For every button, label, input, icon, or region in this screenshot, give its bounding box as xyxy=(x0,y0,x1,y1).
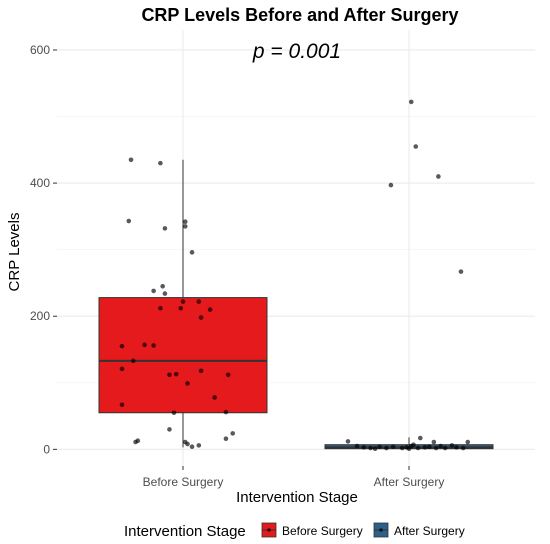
data-point xyxy=(196,299,202,304)
legend-entry-label: Before Surgery xyxy=(282,524,363,538)
x-tick-label: After Surgery xyxy=(374,475,445,489)
data-point xyxy=(160,283,165,289)
data-point xyxy=(167,372,172,378)
jitter-points xyxy=(119,99,471,451)
legend-entry-label: After Surgery xyxy=(394,524,465,538)
data-point xyxy=(189,444,195,449)
data-point xyxy=(442,445,448,451)
data-point xyxy=(399,445,405,451)
data-point xyxy=(212,395,217,400)
chart-title: CRP Levels Before and After Surgery xyxy=(141,5,458,25)
y-tick-label: 400 xyxy=(30,176,50,190)
data-point xyxy=(460,445,466,451)
data-point xyxy=(185,381,190,386)
data-point xyxy=(368,445,373,451)
data-point xyxy=(151,288,156,294)
data-point xyxy=(345,439,351,444)
data-point xyxy=(427,444,432,449)
data-point xyxy=(431,439,437,445)
data-point xyxy=(119,402,125,408)
legend-title: Intervention Stage xyxy=(124,523,246,540)
x-axis-label: Intervention Stage xyxy=(236,489,358,506)
data-point xyxy=(408,99,414,105)
data-point xyxy=(126,218,132,224)
box-before xyxy=(98,297,268,414)
data-point xyxy=(171,410,177,416)
data-point xyxy=(454,445,459,450)
y-axis-label: CRP Levels xyxy=(6,213,23,292)
data-point xyxy=(162,226,168,231)
data-point xyxy=(119,366,125,372)
data-point xyxy=(413,144,419,149)
data-point xyxy=(361,445,367,450)
data-point xyxy=(411,442,416,447)
data-point xyxy=(418,435,423,441)
data-point xyxy=(465,439,471,445)
data-point xyxy=(180,299,186,304)
data-point xyxy=(438,443,443,449)
data-point xyxy=(433,445,439,451)
data-point xyxy=(207,307,213,312)
y-tick-label: 200 xyxy=(30,309,50,323)
legend-key-point xyxy=(267,528,271,532)
data-point xyxy=(415,445,421,451)
data-point xyxy=(198,368,204,374)
data-point xyxy=(189,250,195,255)
x-tick-label: Before Surgery xyxy=(143,475,224,489)
y-tick-label: 0 xyxy=(43,442,50,456)
p-value-annotation: p = 0.001 xyxy=(252,40,341,63)
data-point xyxy=(182,219,188,225)
data-point xyxy=(198,315,204,320)
data-point xyxy=(230,431,236,436)
data-point xyxy=(167,427,172,432)
data-point xyxy=(384,445,389,451)
legend-key-point xyxy=(379,528,383,532)
data-point xyxy=(406,446,412,451)
data-point xyxy=(130,358,136,364)
data-point xyxy=(196,443,202,448)
x-axis-ticks: Before Surgery After Surgery xyxy=(143,466,445,489)
data-point xyxy=(458,269,464,274)
data-point xyxy=(449,443,455,448)
data-point xyxy=(422,445,428,450)
data-point xyxy=(178,305,184,311)
data-point xyxy=(173,371,179,377)
data-point xyxy=(390,444,396,449)
y-axis-ticks: 0 200 400 600 xyxy=(30,43,57,456)
data-point xyxy=(223,436,229,442)
data-point xyxy=(354,443,360,449)
data-point xyxy=(182,224,188,229)
data-point xyxy=(151,343,156,348)
data-point xyxy=(158,160,163,166)
data-point xyxy=(142,342,147,348)
data-point xyxy=(185,441,190,447)
data-point xyxy=(119,343,125,349)
legend: Intervention Stage Before Surgery After S… xyxy=(124,522,465,540)
data-point xyxy=(133,439,138,445)
panel: p = 0.001 xyxy=(57,30,535,466)
legend-entries: Before Surgery After Surgery xyxy=(261,522,465,538)
data-point xyxy=(225,372,231,378)
data-point xyxy=(162,291,168,296)
data-point xyxy=(436,174,441,179)
data-point xyxy=(158,305,163,311)
y-tick-label: 600 xyxy=(30,43,50,57)
data-point xyxy=(388,182,394,188)
data-point xyxy=(223,409,229,415)
data-point xyxy=(128,157,134,163)
data-point xyxy=(372,446,378,451)
data-point xyxy=(377,444,382,449)
